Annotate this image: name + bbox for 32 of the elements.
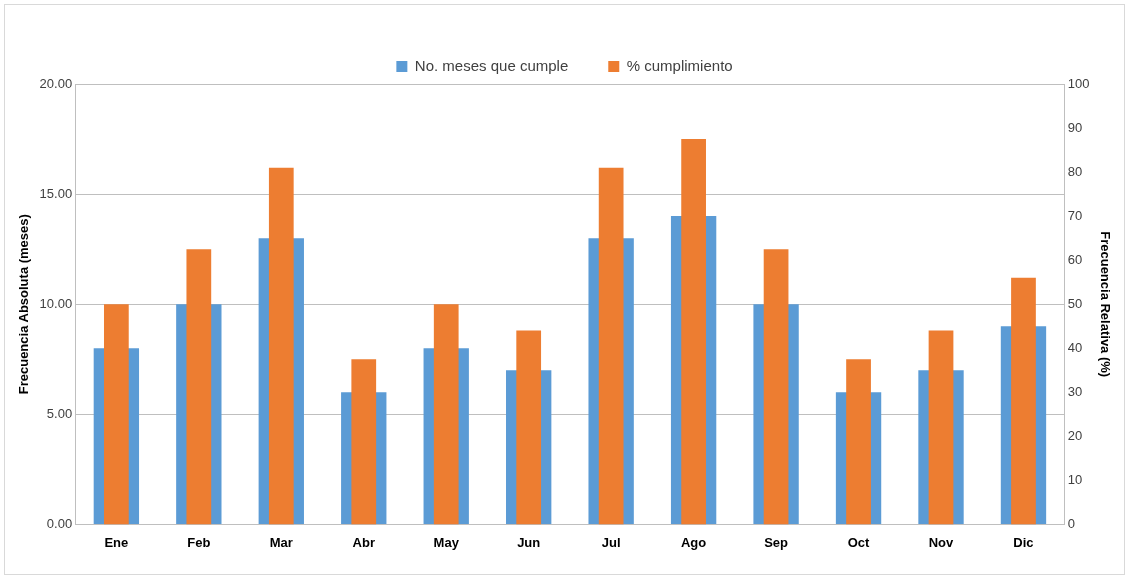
- x-tick-label: Abr: [352, 534, 375, 550]
- y2-tick-label: 50: [1067, 295, 1083, 311]
- y-tick-label: 20.00: [39, 75, 73, 91]
- y-tick-label: 5.00: [46, 405, 73, 421]
- y-axis-title: Frecuencia Absoluta (meses): [16, 214, 32, 395]
- y2-tick-label: 30: [1067, 383, 1083, 399]
- x-tick-label: Ago: [680, 534, 707, 550]
- x-tick-label: Sep: [764, 534, 789, 550]
- y2-tick-label: 60: [1067, 251, 1083, 267]
- x-tick-label: Jun: [517, 534, 541, 550]
- legend-label: No. meses que cumple: [414, 56, 569, 74]
- x-tick-label: Oct: [847, 534, 871, 550]
- y2-tick-label: 90: [1067, 119, 1083, 135]
- y2-tick-label: 0: [1067, 515, 1075, 531]
- y-tick-label: 15.00: [39, 185, 73, 201]
- x-tick-label: Mar: [269, 534, 293, 550]
- y2-tick-label: 10: [1067, 471, 1083, 487]
- y2-tick-label: 40: [1067, 339, 1083, 355]
- y2-tick-label: 70: [1067, 207, 1083, 223]
- x-tick-label: Feb: [187, 534, 211, 550]
- y2-tick-label: 100: [1067, 75, 1090, 91]
- x-tick-label: Jul: [601, 534, 621, 550]
- y-tick-label: 10.00: [39, 295, 73, 311]
- x-tick-label: Nov: [928, 534, 955, 550]
- x-tick-label: Dic: [1013, 534, 1034, 550]
- y2-axis-title: Frecuencia Relativa (%): [1097, 231, 1113, 378]
- y-tick-label: 0.00: [46, 515, 73, 531]
- x-tick-label: May: [433, 534, 460, 550]
- x-tick-label: Ene: [104, 534, 129, 550]
- legend-label: % cumplimiento: [626, 56, 733, 74]
- y2-tick-label: 80: [1067, 163, 1083, 179]
- y2-tick-label: 20: [1067, 427, 1083, 443]
